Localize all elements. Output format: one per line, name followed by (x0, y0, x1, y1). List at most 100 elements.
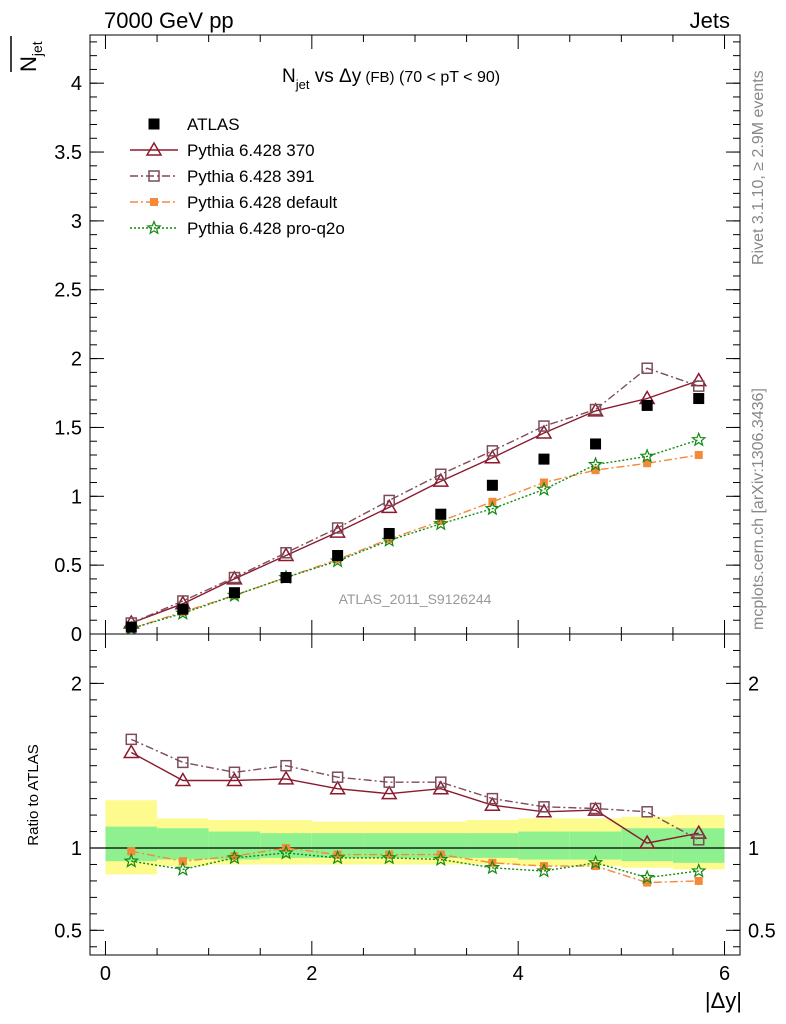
ratio-0-point (226, 772, 243, 787)
ratio-1-point (280, 759, 292, 772)
ratio-3-point (587, 854, 604, 870)
atlas-data-point (383, 527, 395, 539)
atlas-data-point (641, 399, 653, 411)
series-3-point (587, 456, 604, 472)
y-tick-label-right: 2 (748, 673, 759, 695)
legend-marker (150, 198, 158, 206)
y-tick-label: 3.5 (54, 142, 82, 164)
ratio-3-point (690, 862, 707, 878)
atlas-data-point (486, 479, 498, 491)
series-2-point (385, 534, 394, 543)
ratio-1-point (383, 776, 395, 788)
ratio-0-point (380, 785, 398, 800)
plot-title: Njet vs Δy (FB) (70 < pT < 90) (282, 66, 500, 92)
ratio-1-point (538, 801, 550, 813)
ratio-2-point (643, 878, 652, 887)
title-sub: jet (295, 77, 310, 92)
x-tick-label: 0 (100, 963, 111, 985)
inner-band-bin (466, 833, 519, 858)
x-tick-label: 4 (513, 963, 524, 985)
series-2-point (436, 517, 445, 526)
y-tick-label: 1 (71, 486, 82, 508)
ratio-0-point (174, 772, 192, 787)
series-1-point (641, 362, 653, 374)
ratio-line-2 (131, 847, 699, 884)
series-1-point (589, 403, 602, 416)
series-3-point (536, 481, 552, 497)
ratio-0-point (638, 834, 656, 849)
ratio-1-point (589, 802, 602, 815)
y-tick-label-right: 0.5 (748, 920, 776, 942)
ratio-2-point (178, 857, 187, 866)
main-series-layer (122, 362, 708, 636)
mcplots-reference-label: mcplots.cern.ch [arXiv:1306.3436] (750, 388, 767, 630)
ratio-1-point (177, 756, 189, 769)
y-tick-label: 0 (71, 624, 82, 646)
series-2-point (694, 450, 703, 459)
atlas-data-point (538, 453, 550, 465)
ratio-1-point (486, 792, 499, 805)
ratio-1-point (692, 834, 705, 846)
ratio-1-point (641, 806, 653, 818)
series-line-3 (131, 439, 699, 630)
y-tick-label: 1.5 (54, 417, 82, 439)
series-0-point (484, 449, 501, 464)
header-process-label: Jets (690, 8, 730, 33)
ratio-axis-ticks: 0.5 0.5 1 1 2 2 (54, 634, 776, 955)
series-line-2 (131, 454, 699, 630)
legend-marker (145, 141, 163, 156)
series-2-point (643, 459, 652, 468)
x-tick-label: 6 (719, 963, 730, 985)
ratio-0-point (690, 824, 708, 839)
title-mid: vs Δy (309, 66, 361, 87)
legend-label: ATLAS (187, 115, 240, 134)
inner-band-bin (157, 828, 209, 860)
ratio-3-point (123, 853, 140, 868)
series-0-point (329, 523, 346, 538)
ratio-3-point (329, 849, 346, 865)
title-small: (FB) (361, 69, 394, 86)
series-3-point (690, 431, 707, 447)
y-tick-label: 0.5 (54, 920, 82, 942)
x-tick-labels: 0 2 4 6 (100, 963, 730, 985)
atlas-data-point (693, 393, 705, 405)
watermark-label: ATLAS_2011_S9126244 (339, 591, 492, 607)
inner-band-bin (518, 831, 570, 860)
ratio-2-point (385, 850, 394, 859)
y-tick-label: 1 (71, 838, 82, 860)
legend-label: Pythia 6.428 pro-q2o (187, 219, 345, 238)
ratio-3-point (226, 849, 243, 865)
svg-text:Njet: Njet (16, 41, 45, 72)
legend-marker (148, 170, 160, 182)
legend-label: Pythia 6.428 370 (187, 141, 315, 160)
series-1-point (538, 420, 550, 432)
series-0-point (226, 570, 243, 585)
ratio-0-point (277, 770, 295, 785)
ratio-3-point (175, 861, 191, 877)
ratio-1-point (125, 733, 138, 746)
legend-marker (148, 118, 160, 130)
ratio-0-point (587, 801, 604, 816)
atlas-data-point (590, 438, 602, 450)
ratio-line-0 (130, 751, 699, 844)
series-1-point (435, 468, 447, 481)
series-0-point (535, 424, 553, 439)
series-0-point (432, 472, 450, 487)
series-3-point (484, 500, 501, 516)
rivet-version-label: Rivet 3.1.10, ≥ 2.9M events (750, 70, 767, 265)
main-ylabel: Njet (10, 36, 45, 72)
series-1-point (486, 445, 499, 457)
series-line-1 (131, 367, 699, 624)
ratio-3-point (484, 859, 501, 875)
ratio-0-point (329, 780, 346, 795)
header-energy-label: 7000 GeV pp (104, 8, 234, 33)
series-0-point (380, 498, 398, 514)
ylabel-n: N (16, 56, 41, 72)
series-3-point (639, 448, 655, 463)
y-tick-label-right: 1 (748, 838, 759, 860)
series-3-point (433, 515, 449, 531)
inner-band-bin (672, 828, 725, 863)
y-tick-label: 4 (71, 73, 82, 95)
series-1-point (280, 547, 292, 559)
